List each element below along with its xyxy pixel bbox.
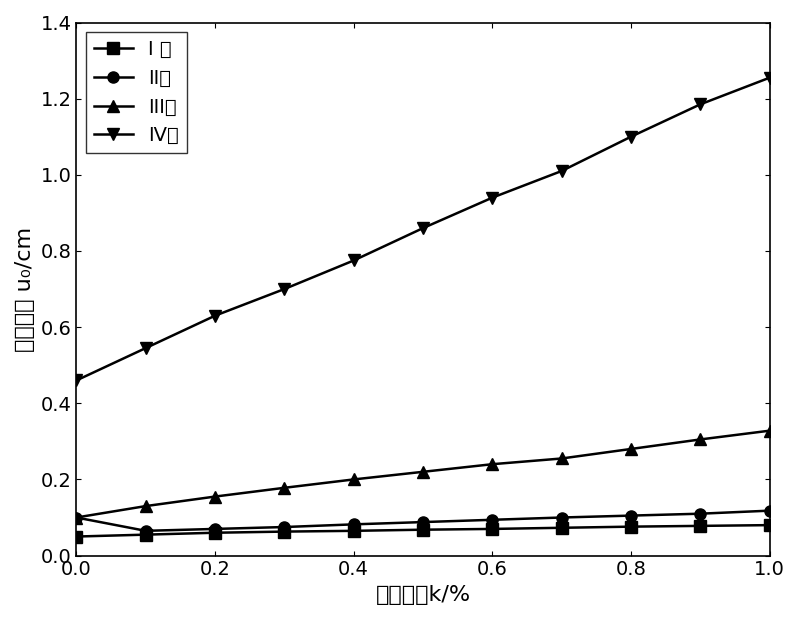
I 类 [626,523,636,530]
II类 [557,514,566,521]
I 类 [765,521,774,529]
III类 [626,445,636,453]
IV类 [487,194,497,202]
II类 [210,525,220,533]
IV类 [279,285,289,293]
I 类 [487,525,497,533]
Line: II类: II类 [71,505,775,536]
IV类 [695,100,705,108]
Line: IV类: IV类 [71,72,775,386]
IV类 [418,224,428,232]
I 类 [418,526,428,533]
III类 [141,502,150,510]
I 类 [72,533,82,540]
IV类 [210,312,220,319]
III类 [279,484,289,492]
II类 [695,510,705,518]
II类 [487,516,497,523]
IV类 [765,74,774,81]
II类 [626,512,636,520]
II类 [279,523,289,531]
III类 [72,514,82,521]
II类 [141,527,150,534]
Y-axis label: 洞壁位移 u₀/cm: 洞壁位移 u₀/cm [15,226,35,352]
Line: I 类: I 类 [71,520,775,542]
III类 [765,427,774,435]
III类 [349,476,358,483]
Legend: I 类, II类, III类, IV类: I 类, II类, III类, IV类 [86,32,187,153]
Line: III类: III类 [71,425,775,523]
IV类 [141,344,150,352]
II类 [765,507,774,515]
II类 [349,521,358,528]
I 类 [279,528,289,535]
II类 [418,518,428,526]
III类 [557,454,566,462]
III类 [487,461,497,468]
IV类 [626,133,636,141]
IV类 [72,377,82,384]
X-axis label: 扩容系数k/%: 扩容系数k/% [375,585,470,605]
I 类 [349,527,358,534]
I 类 [141,531,150,538]
III类 [418,468,428,476]
III类 [695,436,705,443]
IV类 [557,167,566,175]
I 类 [695,522,705,529]
I 类 [557,524,566,531]
I 类 [210,529,220,536]
III类 [210,493,220,500]
IV类 [349,257,358,264]
II类 [72,514,82,521]
